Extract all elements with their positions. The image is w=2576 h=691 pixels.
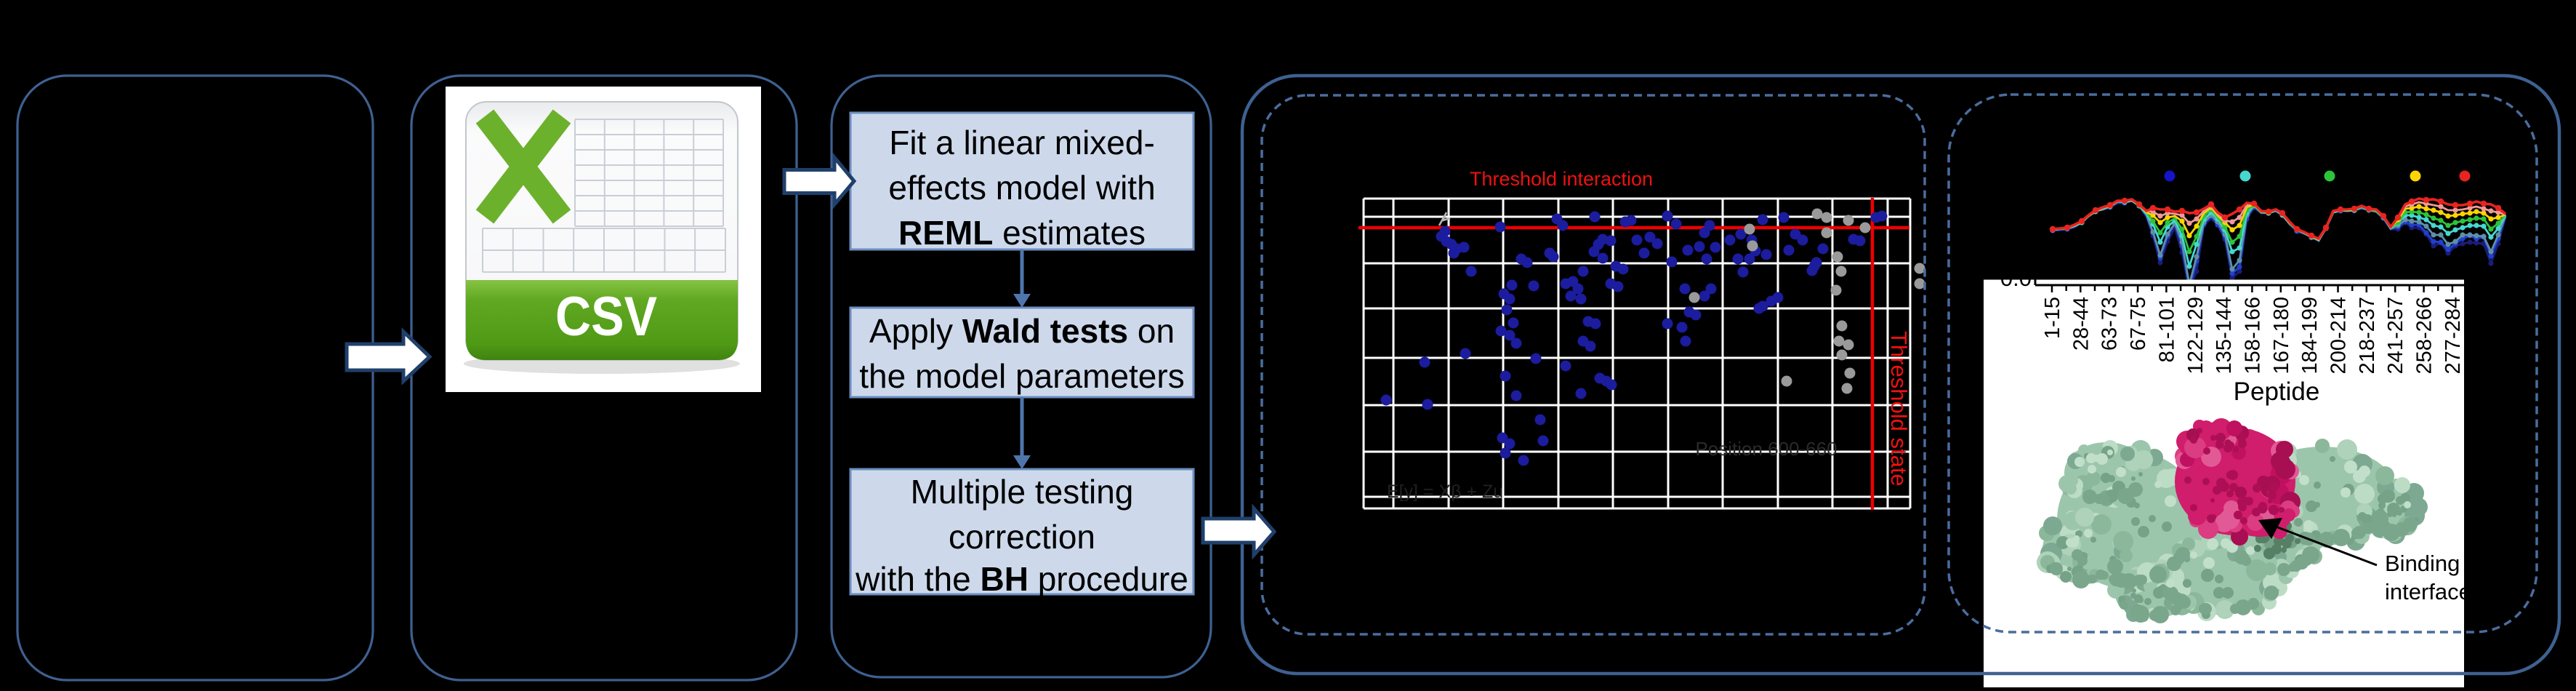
svg-text:REML estimates: REML estimates bbox=[898, 214, 1146, 252]
svg-text:Threshold interaction: Threshold interaction bbox=[1470, 168, 1653, 190]
svg-text:Position 600-660: Position 600-660 bbox=[1695, 438, 1837, 460]
svg-text:Threshold state: Threshold state bbox=[1886, 331, 1912, 487]
svg-text:Apply Wald tests on: Apply Wald tests on bbox=[869, 312, 1175, 350]
svg-text:effects model with: effects model with bbox=[888, 169, 1155, 207]
svg-text:67-75: 67-75 bbox=[2127, 297, 2150, 351]
svg-text:28-44: 28-44 bbox=[2069, 297, 2093, 351]
svg-text:Multiple testing: Multiple testing bbox=[911, 473, 1134, 511]
svg-text:184-199: 184-199 bbox=[2298, 297, 2322, 374]
svg-text:interface: interface bbox=[2385, 579, 2471, 604]
svg-text:258-266: 258-266 bbox=[2413, 297, 2436, 374]
svg-text:CSV: CSV bbox=[555, 286, 657, 348]
svg-text:E[y] = Xβ + Zu: E[y] = Xβ + Zu bbox=[1387, 482, 1503, 502]
svg-text:277-284: 277-284 bbox=[2442, 297, 2465, 374]
svg-text:correction: correction bbox=[949, 518, 1095, 556]
svg-text:with the BH procedure: with the BH procedure bbox=[855, 560, 1188, 598]
svg-text:218-237: 218-237 bbox=[2356, 297, 2379, 374]
svg-text:241-257: 241-257 bbox=[2384, 297, 2407, 374]
svg-text:63-73: 63-73 bbox=[2098, 297, 2122, 351]
svg-text:0.0: 0.0 bbox=[2000, 265, 2032, 291]
svg-text:the model parameters: the model parameters bbox=[859, 357, 1184, 395]
svg-text:158-166: 158-166 bbox=[2241, 297, 2264, 374]
svg-text:167-180: 167-180 bbox=[2270, 297, 2293, 374]
svg-text:Binding: Binding bbox=[2385, 551, 2460, 576]
svg-text:135-144: 135-144 bbox=[2213, 297, 2236, 374]
svg-text:Fit a linear mixed-: Fit a linear mixed- bbox=[889, 124, 1155, 161]
svg-text:Peptide: Peptide bbox=[2234, 378, 2320, 406]
svg-text:81-101: 81-101 bbox=[2155, 297, 2178, 362]
svg-text:122-129: 122-129 bbox=[2184, 297, 2207, 374]
svg-text:1-15: 1-15 bbox=[2041, 297, 2064, 339]
svg-text:200-214: 200-214 bbox=[2327, 297, 2351, 374]
